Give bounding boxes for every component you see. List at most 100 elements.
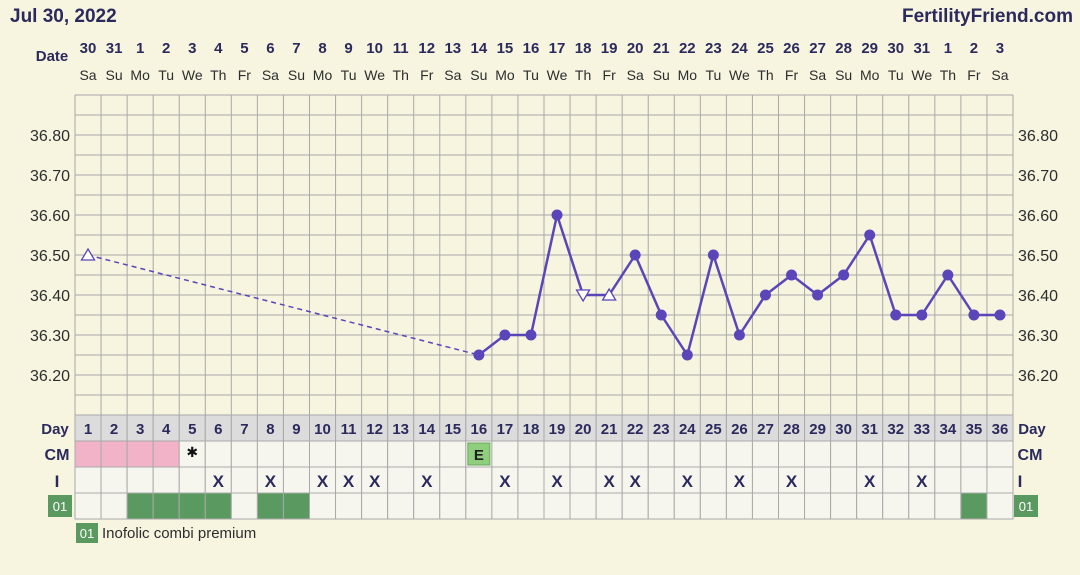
cycle-day-number: 35: [966, 421, 983, 438]
intercourse-row-cell: [569, 466, 597, 494]
temperature-point: [916, 309, 928, 321]
medication-row-cell: [882, 492, 910, 520]
temperature-line-segment: [608, 254, 637, 296]
date-label: 24: [731, 40, 748, 57]
date-label: 22: [679, 40, 696, 57]
day-row-cell: [986, 414, 1014, 442]
intercourse-row-cell: [439, 466, 467, 494]
medication-row-cell: [517, 492, 545, 520]
date-label: 29: [861, 40, 878, 57]
cycle-day-number: 36: [992, 421, 1009, 438]
cm-row-cell: [960, 440, 988, 468]
cm-row-cell: [491, 440, 519, 468]
weekday-label: Mo: [495, 67, 515, 83]
cm-row-cell: [595, 440, 623, 468]
cm-row-cell: [647, 440, 675, 468]
day-row-cell: [178, 414, 206, 442]
medication-row-cell: [491, 492, 519, 520]
y-tick-label-left: 36.80: [30, 128, 70, 145]
cycle-day-number: 5: [188, 421, 196, 438]
temperature-point-open-up: [601, 287, 617, 301]
y-tick-label-left: 36.40: [30, 288, 70, 305]
cm-row-cell: [282, 440, 311, 468]
temperature-point: [838, 269, 850, 281]
intercourse-mark: X: [421, 472, 433, 491]
intercourse-row-cell: [986, 466, 1014, 494]
cm-row-cell: [74, 440, 102, 468]
intercourse-row-cell: [751, 466, 780, 494]
cm-row-cell: [856, 440, 884, 468]
day-row-label-left: Day: [41, 421, 69, 438]
cycle-day-number: 9: [292, 421, 300, 438]
temperature-point: [864, 229, 876, 241]
date-label: 31: [913, 40, 930, 57]
weekday-label: Mo: [313, 67, 333, 83]
intercourse-row-cell: [282, 466, 311, 494]
date-label: 21: [653, 40, 670, 57]
intercourse-row-label-right: I: [1018, 472, 1023, 491]
y-tick-label-right: 36.70: [1018, 168, 1058, 185]
intercourse-mark: X: [916, 472, 928, 491]
cm-row-cell: [673, 440, 701, 468]
weekday-label: Th: [393, 67, 409, 83]
weekday-label: Fr: [420, 67, 434, 83]
weekday-label: We: [729, 67, 750, 83]
cm-row-cell: [309, 440, 337, 468]
intercourse-row-cell: [335, 466, 363, 494]
cm-row-cell: [934, 440, 962, 468]
cm-row-cell: [699, 440, 727, 468]
cm-row-cell: [517, 440, 545, 468]
day-row-cell: [491, 414, 519, 442]
intercourse-mark: X: [213, 472, 225, 491]
medication-row-cell: [673, 492, 701, 520]
cm-row-cell: [178, 440, 206, 468]
intercourse-row-label-left: I: [55, 472, 60, 491]
medication-row-cell: [725, 492, 753, 520]
intercourse-row-cell: [74, 466, 102, 494]
day-row-cell: [960, 414, 988, 442]
cycle-day-number: 25: [705, 421, 722, 438]
cycle-day-number: 13: [392, 421, 409, 438]
medication-row-cell: [856, 492, 884, 520]
cycle-day-number: 19: [549, 421, 566, 438]
medication-row-cell: [309, 492, 337, 520]
temperature-point: [629, 249, 641, 261]
medication-row-cell: [439, 492, 467, 520]
cm-row-cell: [335, 440, 363, 468]
weekday-label: Sa: [444, 67, 461, 83]
date-label: 10: [366, 40, 383, 57]
intercourse-mark: X: [734, 472, 746, 491]
weekday-label: We: [182, 67, 203, 83]
weekday-label: Tu: [341, 67, 357, 83]
temperature-line-segment: [920, 274, 949, 316]
weekday-label: We: [547, 67, 568, 83]
medication-row-cell: [413, 492, 441, 520]
cycle-day-number: 11: [341, 421, 357, 438]
cm-row-cell: [830, 440, 858, 468]
weekday-label: Sa: [991, 67, 1008, 83]
weekday-label: Fr: [603, 67, 617, 83]
intercourse-mark: X: [317, 472, 329, 491]
cm-row-cell: [256, 440, 284, 468]
spotting-mark: ✱: [186, 444, 198, 460]
day-row-label-right: Day: [1018, 421, 1046, 438]
weekday-label: Th: [940, 67, 956, 83]
day-row-cell: [439, 414, 467, 442]
date-label: 12: [418, 40, 435, 57]
cm-row-cell: [387, 440, 415, 468]
cycle-day-number: 30: [835, 421, 852, 438]
intercourse-row-cell: [361, 466, 389, 494]
cycle-day-number: 6: [214, 421, 222, 438]
y-tick-label-left: 36.50: [30, 248, 70, 265]
medication-row-cell: [778, 492, 806, 520]
cycle-day-number: 3: [136, 421, 144, 438]
temperature-line-segment: [555, 214, 585, 296]
cycle-day-number: 28: [783, 421, 800, 438]
intercourse-row-cell: [152, 466, 180, 494]
weekday-label: Tu: [888, 67, 904, 83]
cm-row-cell: [778, 440, 806, 468]
weekday-label: Su: [106, 67, 123, 83]
intercourse-row-cell: [647, 466, 675, 494]
medication-row-cell: [804, 492, 832, 520]
